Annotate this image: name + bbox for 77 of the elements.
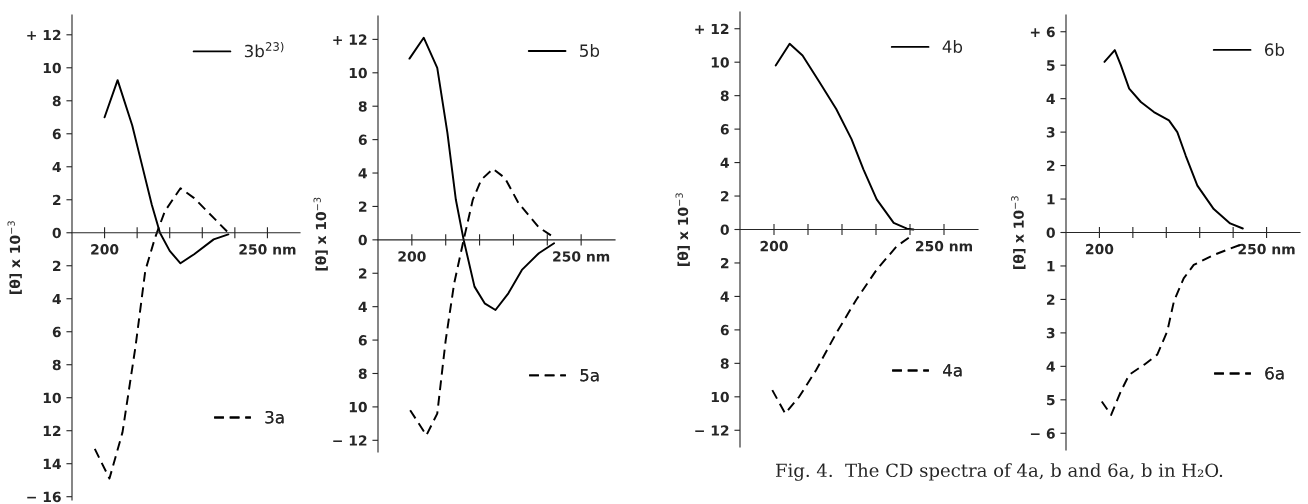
y-tick-label: 8	[720, 358, 729, 369]
y-tick-label: 1	[1047, 261, 1055, 272]
y-tick-label: 6	[358, 134, 367, 146]
y-tick-label: − 6	[1030, 428, 1055, 439]
y-tick-label: 3	[1046, 327, 1055, 339]
y-tick-label: 4	[52, 161, 61, 173]
y-tick-label: 2	[53, 260, 61, 272]
y-tick-label: 1	[1047, 194, 1055, 205]
legend-label: 3b$^{23)}$	[244, 41, 284, 58]
y-tick-label: 6	[720, 324, 729, 336]
y-tick-label: − 16	[27, 491, 61, 503]
y-tick-label: 2	[721, 191, 729, 202]
x-tick-label: 250 nm	[1238, 243, 1295, 255]
y-tick-label: − 12	[695, 425, 729, 436]
y-tick-label: + 12	[333, 34, 367, 45]
y-axis-title: [θ] x 10$^{−3}$	[1011, 196, 1026, 269]
legend-label: 4b	[942, 40, 963, 53]
y-tick-label: 12	[43, 425, 61, 436]
y-tick-label: + 6	[1030, 26, 1055, 38]
line-series	[1103, 49, 1244, 230]
y-tick-label: 6	[358, 335, 367, 346]
y-tick-label: 14	[43, 458, 61, 469]
y-tick-label: 5	[1046, 60, 1055, 71]
y-tick-label: 8	[52, 359, 61, 371]
y-tick-label: 4	[358, 301, 367, 312]
y-tick-label: 0	[52, 227, 61, 239]
y-tick-label: 3	[1046, 127, 1055, 138]
y-tick-label: 8	[358, 101, 367, 112]
y-tick-label: 8	[720, 90, 729, 102]
y-tick-label: 8	[358, 368, 367, 379]
y-tick-label: 4	[52, 293, 61, 305]
y-tick-label: 10	[43, 62, 61, 74]
y-tick-label: 2	[359, 268, 367, 279]
line-series	[774, 42, 915, 231]
legend-label: 3a	[265, 410, 284, 424]
y-tick-label: 10	[711, 57, 729, 68]
y-tick-label: 6	[52, 128, 61, 140]
y-tick-label: 2	[359, 201, 367, 212]
x-tick-label: 200	[1086, 243, 1114, 255]
y-tick-label: 10	[711, 391, 729, 403]
x-tick-label: 200	[760, 240, 788, 252]
y-tick-label: 2	[1047, 294, 1055, 305]
y-tick-label: 8	[52, 95, 61, 107]
legend-label: 4a	[943, 364, 962, 377]
y-axis-title: [θ] x 10$^{−3}$	[7, 221, 22, 294]
y-tick-label: 0	[1046, 227, 1055, 238]
x-tick-label: 250 nm	[239, 244, 296, 255]
caption: Fig. 4. The CD spectra of 4a, b and 6a, b in H₂O.	[776, 463, 1223, 481]
y-tick-label: 10	[349, 67, 367, 79]
x-tick-label: 250 nm	[553, 251, 610, 262]
x-tick-label: 200	[398, 251, 426, 262]
y-tick-label: 6	[720, 124, 729, 135]
y-tick-label: 5	[1046, 394, 1055, 406]
y-tick-label: 6	[52, 326, 61, 338]
x-tick-label: 250 nm	[916, 240, 972, 252]
y-tick-label: 4	[720, 291, 729, 302]
y-tick-label: 2	[53, 194, 61, 206]
y-tick-label: 4	[358, 168, 367, 179]
y-axis-title: [θ] x 10$^{−3}$	[313, 197, 328, 271]
y-tick-label: 10	[43, 392, 61, 404]
y-tick-label: + 12	[27, 29, 61, 41]
y-tick-label: 2	[1047, 160, 1055, 171]
y-axis-title: [θ] x 10$^{−3}$	[675, 193, 690, 266]
legend-label: 5a	[580, 369, 599, 382]
y-tick-label: 2	[721, 257, 729, 269]
legend-label: 6a	[1265, 366, 1284, 380]
y-tick-label: 4	[1046, 93, 1055, 104]
y-tick-label: 0	[720, 224, 729, 235]
y-tick-label: − 12	[333, 435, 367, 446]
y-tick-label: 10	[349, 401, 367, 413]
y-tick-label: 0	[358, 234, 367, 246]
y-tick-label: 4	[720, 157, 729, 168]
x-tick-label: 200	[91, 244, 119, 255]
y-tick-label: + 12	[695, 23, 729, 35]
legend-label: 5b	[580, 44, 600, 57]
y-tick-label: 4	[1046, 361, 1055, 372]
legend-label: 6b	[1264, 43, 1285, 56]
